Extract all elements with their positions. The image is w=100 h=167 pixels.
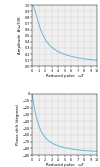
Y-axis label: Amplitude  A(ωT)/K: Amplitude A(ωT)/K [18, 17, 22, 54]
X-axis label: Reduced pulse   ωT: Reduced pulse ωT [46, 74, 84, 78]
X-axis label: Reduced pulse   ωT: Reduced pulse ωT [46, 163, 84, 167]
Y-axis label: Phase shift (degrees): Phase shift (degrees) [16, 104, 20, 145]
